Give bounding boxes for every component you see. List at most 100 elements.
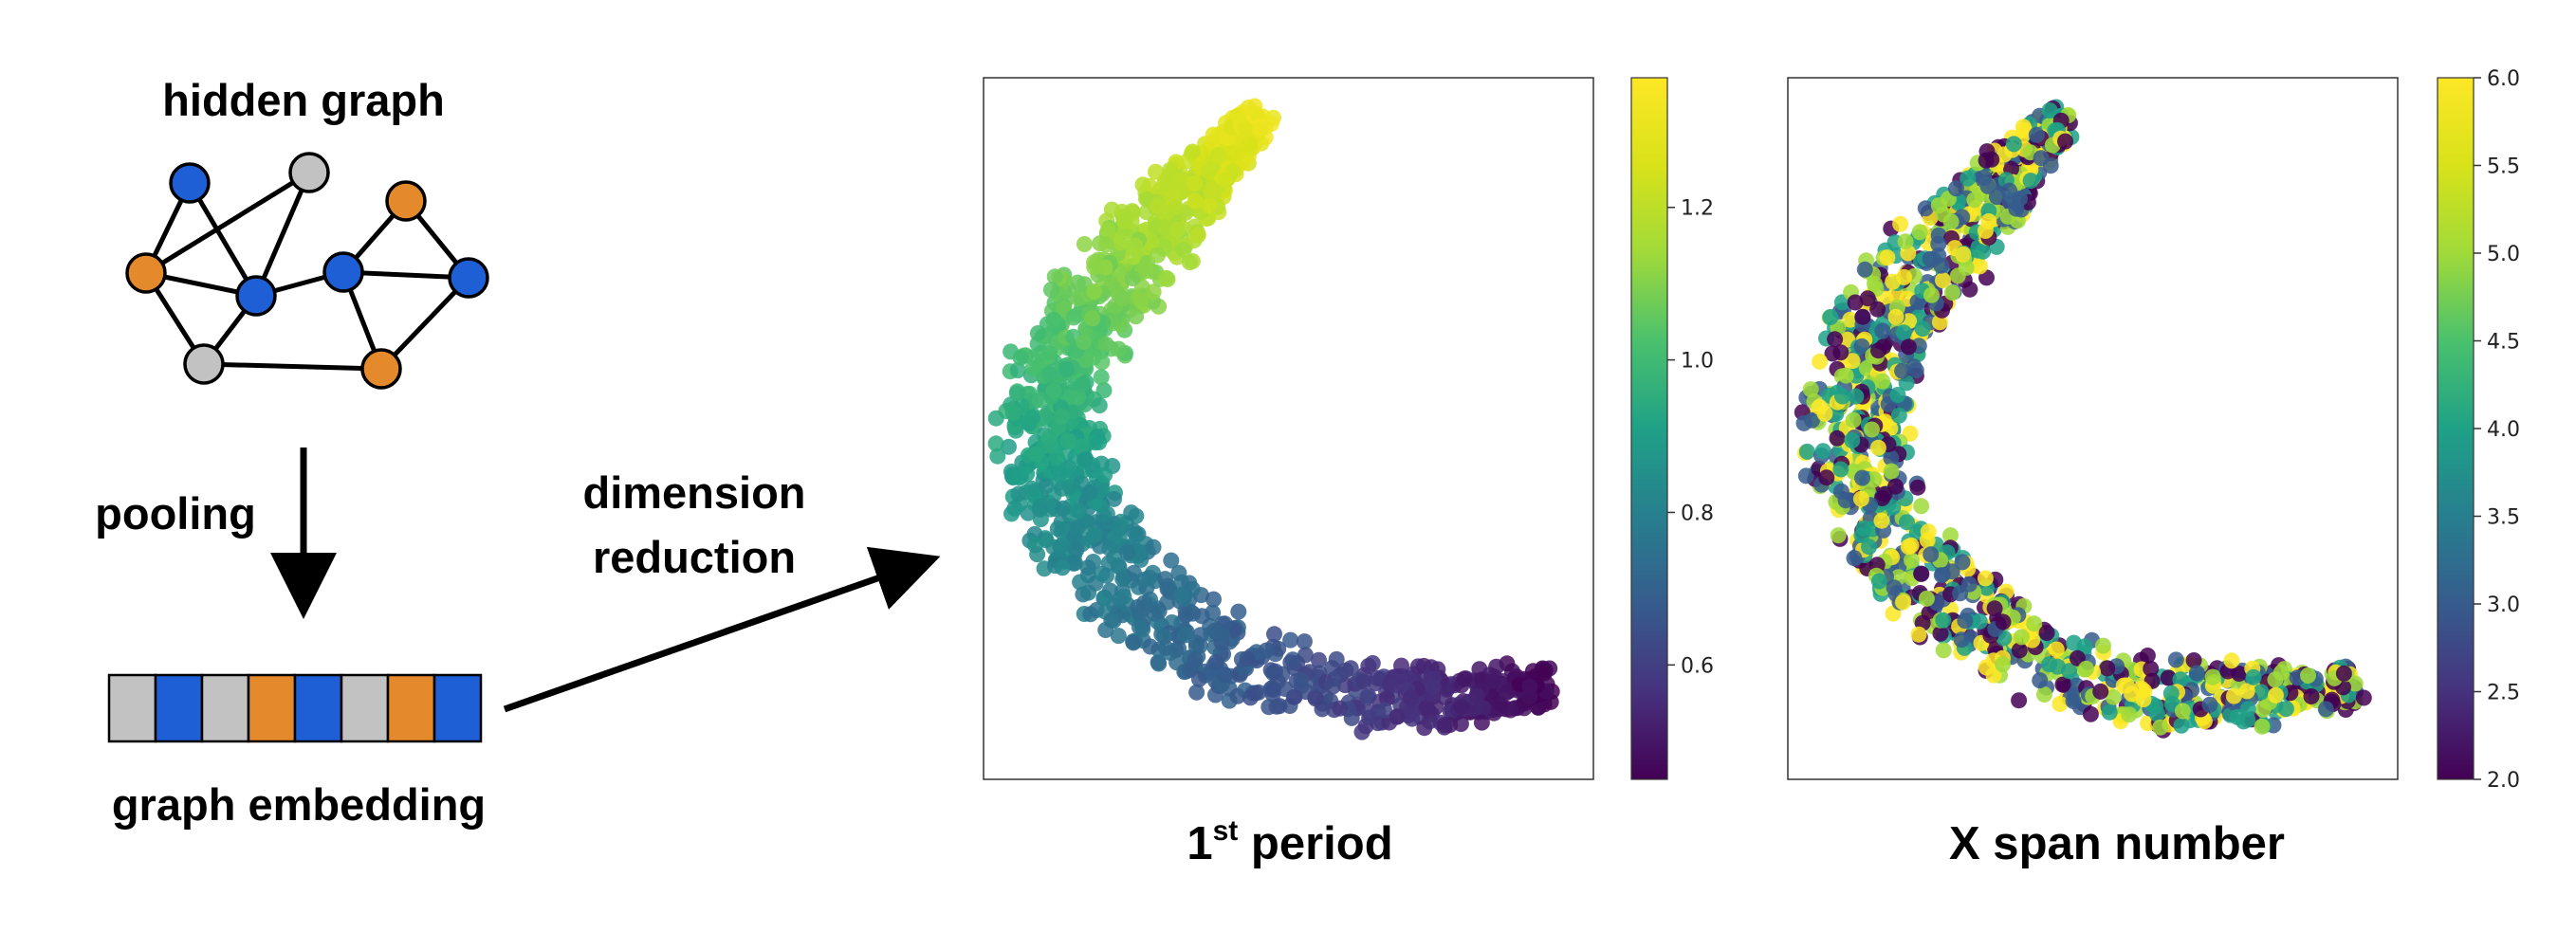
scatter-point bbox=[1869, 301, 1886, 318]
scatter-point bbox=[1904, 552, 1920, 569]
scatter-point bbox=[2152, 719, 2169, 736]
scatter-point bbox=[1867, 275, 1883, 292]
scatter-point bbox=[1933, 567, 1950, 584]
scatter-point bbox=[1989, 189, 2005, 206]
scatter-point bbox=[2355, 689, 2372, 706]
scatter-point bbox=[1896, 268, 1913, 285]
scatter-point bbox=[1169, 221, 1187, 238]
scatter-point bbox=[1111, 520, 1128, 537]
scatter-point bbox=[2011, 642, 2028, 659]
scatter-point bbox=[2267, 671, 2284, 688]
scatter-point bbox=[1004, 405, 1021, 422]
scatter-point bbox=[1953, 631, 1970, 649]
scatter-point bbox=[1040, 345, 1058, 362]
scatter-point bbox=[1995, 613, 2012, 630]
scatter-point bbox=[1452, 716, 1469, 732]
scatter-point bbox=[1131, 618, 1148, 635]
dimension-reduction-arrow bbox=[503, 546, 941, 713]
scatter-point bbox=[1091, 397, 1108, 414]
scatter-point bbox=[1159, 271, 1176, 287]
scatter-point bbox=[2032, 672, 2049, 689]
scatter-point bbox=[1935, 272, 1951, 289]
scatter-point bbox=[1381, 676, 1398, 693]
scatter-point bbox=[2005, 136, 2022, 153]
scatter-point bbox=[1094, 565, 1111, 582]
graph-node-gray bbox=[288, 152, 330, 193]
scatter-point bbox=[1978, 152, 1995, 169]
scatter-point bbox=[1242, 136, 1258, 153]
scatter-point bbox=[1883, 449, 1900, 466]
scatter-point bbox=[1960, 575, 1978, 593]
scatter-point bbox=[1829, 429, 1846, 447]
scatter-point bbox=[1797, 467, 1814, 484]
scatter-point bbox=[2268, 686, 2284, 703]
scatter-point bbox=[2099, 660, 2116, 677]
scatter-point bbox=[2038, 625, 2055, 641]
scatter-point bbox=[2173, 717, 2190, 734]
scatter-point bbox=[1894, 362, 1911, 379]
scatter-point bbox=[1966, 192, 1983, 209]
graph-edge bbox=[203, 361, 382, 372]
scatter-point bbox=[1798, 443, 1815, 460]
scatter-point bbox=[2026, 615, 2043, 632]
graph-edge bbox=[144, 170, 311, 276]
scatter-point bbox=[1359, 689, 1376, 706]
scatter-point bbox=[2048, 641, 2065, 658]
scatter-point bbox=[1913, 498, 1930, 515]
scatter-point bbox=[1943, 284, 1960, 301]
embedding-cell-blue bbox=[293, 673, 343, 743]
scatter-point bbox=[1084, 310, 1101, 327]
scatter-point bbox=[1012, 349, 1029, 366]
scatter-point bbox=[1911, 224, 1928, 241]
scatter-point bbox=[2238, 683, 2255, 700]
scatter-point bbox=[1846, 550, 1863, 567]
colorbar-tick-label: 0.6 bbox=[1681, 654, 1714, 678]
scatter-point bbox=[2052, 696, 2069, 712]
scatter-point bbox=[1136, 594, 1152, 612]
scatter-point bbox=[1832, 483, 1849, 500]
scatter-point bbox=[1866, 471, 1883, 488]
scatter-point bbox=[1049, 521, 1066, 538]
scatter-point bbox=[1832, 344, 1849, 361]
scatter-point bbox=[2201, 696, 2218, 713]
scatter-point bbox=[1343, 709, 1360, 726]
scatter-point bbox=[1132, 292, 1150, 309]
scatter-point bbox=[1067, 555, 1083, 572]
scatter-point bbox=[1869, 439, 1886, 456]
scatter-point bbox=[1082, 606, 1099, 623]
scatter-point bbox=[2057, 133, 2073, 150]
scatter-point bbox=[1914, 320, 1931, 338]
scatter-point bbox=[1889, 387, 1906, 403]
scatter-point bbox=[1910, 626, 1927, 643]
embedding-cell-blue bbox=[154, 673, 204, 743]
scatter-point bbox=[1265, 109, 1281, 126]
scatter-point bbox=[1145, 539, 1162, 556]
scatter-point bbox=[1355, 673, 1372, 690]
scatter-point bbox=[1854, 469, 1870, 486]
scatter-point bbox=[1071, 502, 1088, 520]
scatter-point bbox=[1922, 250, 1939, 267]
scatter-point bbox=[2095, 637, 2111, 654]
scatter-point bbox=[1201, 162, 1218, 179]
scatter-point bbox=[2022, 173, 2039, 190]
scatter-point bbox=[1282, 631, 1299, 649]
scatter-point bbox=[1960, 170, 1977, 187]
scatter-point bbox=[1149, 247, 1166, 264]
scatter-point bbox=[1887, 478, 1904, 495]
scatter-point bbox=[1237, 120, 1254, 137]
scatter-point bbox=[1059, 432, 1076, 449]
scatter-point bbox=[1086, 283, 1103, 300]
scatter-point bbox=[1923, 546, 1940, 563]
scatter-point bbox=[1376, 702, 1393, 719]
hidden-graph-label: hidden graph bbox=[162, 75, 445, 125]
scatter-point bbox=[1971, 612, 1988, 630]
scatter-point bbox=[2174, 703, 2191, 720]
scatter-point bbox=[2143, 660, 2160, 677]
scatter-point bbox=[2225, 687, 2242, 704]
graph-node-blue bbox=[235, 275, 277, 317]
scatter-point bbox=[2277, 701, 2294, 718]
scatter-point bbox=[1042, 282, 1059, 299]
scatter-point bbox=[1802, 381, 1819, 398]
scatter-point bbox=[1150, 655, 1168, 672]
scatter-point bbox=[1954, 554, 1971, 571]
